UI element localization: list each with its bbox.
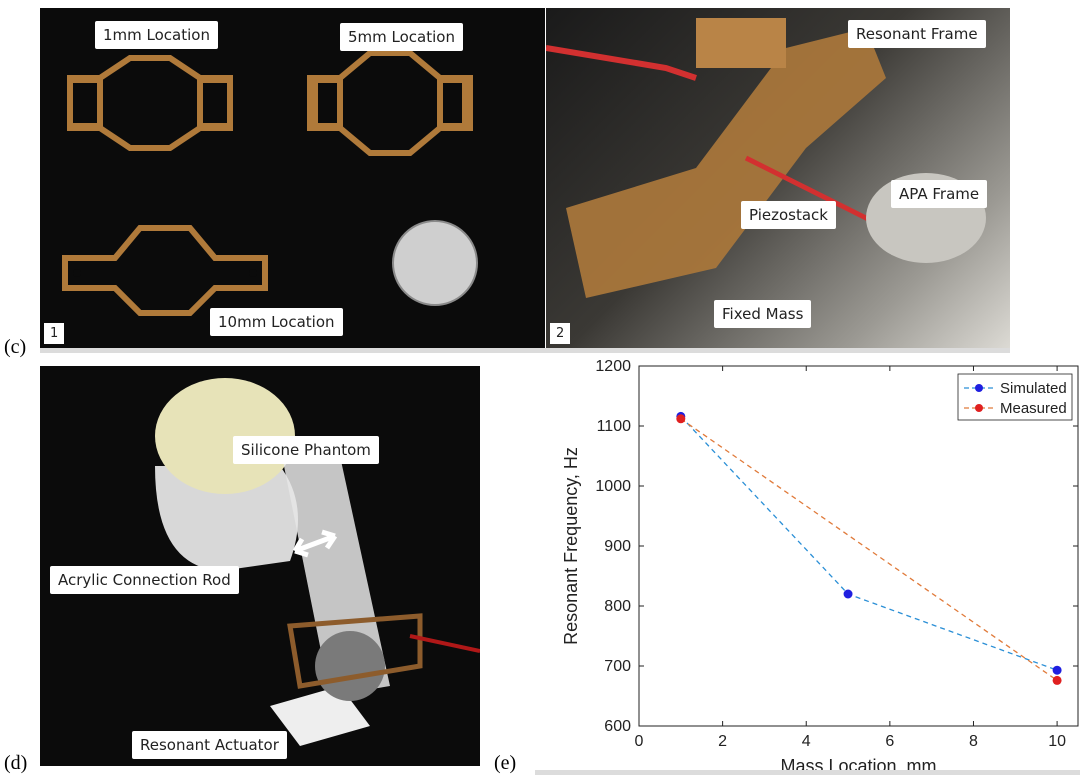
- legend-marker: [975, 404, 983, 412]
- data-point-measured: [676, 414, 685, 423]
- label-silicone-phantom: Silicone Phantom: [233, 436, 379, 464]
- y-tick-label: 700: [604, 658, 631, 675]
- label-acrylic-connection-rod: Acrylic Connection Rod: [50, 566, 239, 594]
- label-5mm-location: 5mm Location: [340, 23, 463, 51]
- y-tick-label: 1000: [595, 478, 631, 495]
- actuator-illustration: [546, 8, 1010, 348]
- photo-actuator-assembly: Resonant Frame APA Frame Piezostack Fixe…: [546, 8, 1010, 348]
- photo-phantom-setup: Silicone Phantom Acrylic Connection Rod …: [40, 366, 480, 766]
- data-point-simulated: [1053, 666, 1062, 675]
- label-piezostack: Piezostack: [741, 201, 836, 229]
- x-tick-label: 0: [635, 733, 644, 750]
- data-point-simulated: [844, 590, 853, 599]
- label-10mm-location: 10mm Location: [210, 308, 343, 336]
- legend-label: Simulated: [1000, 380, 1067, 397]
- y-axis-label: Resonant Frequency, Hz: [561, 447, 581, 645]
- label-apa-frame: APA Frame: [891, 180, 987, 208]
- divider-e: [535, 770, 1080, 775]
- label-fixed-mass: Fixed Mass: [714, 300, 811, 328]
- panel-label-c: (c): [4, 336, 26, 359]
- resonant-frequency-chart: 0 2 4 6 8 10 600 700 800 900 1000 1100 1200 Mass Loca…: [494, 356, 1089, 776]
- y-tick-label: 800: [604, 598, 631, 615]
- y-tick-label: 900: [604, 538, 631, 555]
- label-resonant-frame: Resonant Frame: [848, 20, 986, 48]
- legend-marker: [975, 384, 983, 392]
- x-tick-label: 10: [1048, 733, 1066, 750]
- x-tick-label: 4: [802, 733, 811, 750]
- data-point-measured: [1053, 676, 1062, 685]
- y-tick-label: 1100: [597, 418, 632, 435]
- label-1mm-location: 1mm Location: [95, 21, 218, 49]
- panel-number-1: 1: [44, 323, 64, 344]
- panel-label-e: (e): [494, 752, 516, 775]
- panel-label-d: (d): [4, 752, 27, 775]
- y-tick-label: 1200: [595, 358, 631, 375]
- legend-label: Measured: [1000, 400, 1067, 417]
- y-tick-label: 600: [604, 718, 631, 735]
- x-tick-label: 8: [969, 733, 978, 750]
- coin: [393, 221, 477, 305]
- photo-frames: 1mm Location 5mm Location 10mm Location …: [40, 8, 545, 348]
- frame-1mm-illustration: [40, 8, 545, 348]
- panel-number-2: 2: [550, 323, 570, 344]
- x-tick-label: 2: [718, 733, 727, 750]
- label-resonant-actuator: Resonant Actuator: [132, 731, 287, 759]
- divider-c: [40, 348, 1010, 353]
- x-tick-label: 6: [885, 733, 894, 750]
